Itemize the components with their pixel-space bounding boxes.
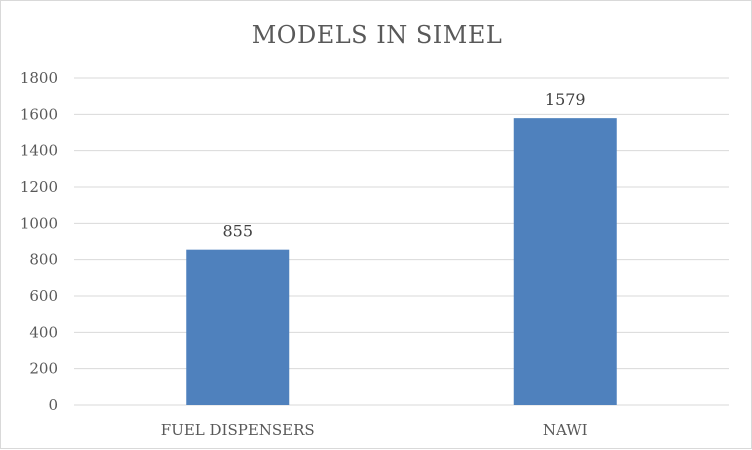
y-axis-ticks: 0 200 400 600 800 1000 1200 1400 1600 1800 xyxy=(20,69,58,414)
category-labels: FUEL DISPENSERS NAWI xyxy=(161,421,588,439)
data-label: 855 xyxy=(222,222,253,241)
y-tick-label: 1200 xyxy=(20,178,58,196)
y-tick-label: 0 xyxy=(48,396,58,414)
y-tick-label: 800 xyxy=(29,251,58,269)
bar-nawi xyxy=(513,118,617,406)
data-labels: 855 1579 xyxy=(222,90,585,241)
y-tick-label: 1800 xyxy=(20,69,58,87)
y-tick-label: 400 xyxy=(29,323,58,341)
chart-title: MODELS IN SIMEL xyxy=(251,21,503,49)
y-tick-label: 600 xyxy=(29,287,58,305)
bars xyxy=(186,118,617,406)
bar-fuel-dispensers xyxy=(186,249,290,405)
y-tick-label: 1000 xyxy=(20,214,58,232)
data-label: 1579 xyxy=(545,90,586,109)
y-tick-label: 200 xyxy=(29,360,58,378)
y-tick-label: 1400 xyxy=(20,142,58,160)
category-label: NAWI xyxy=(543,421,588,439)
category-label: FUEL DISPENSERS xyxy=(161,421,315,439)
gridlines xyxy=(74,77,729,406)
y-tick-label: 1600 xyxy=(20,105,58,123)
